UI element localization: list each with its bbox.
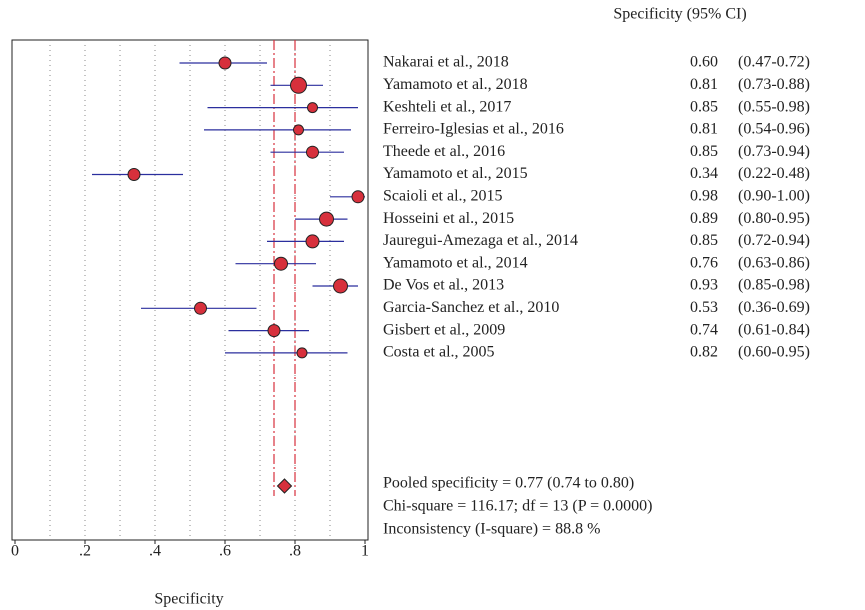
- study-label: Theede et al., 2016: [383, 143, 505, 160]
- study-label: Jauregui-Amezaga et al., 2014: [383, 232, 578, 249]
- ci-label: (0.73-0.94): [738, 143, 810, 160]
- ci-label: (0.55-0.98): [738, 98, 810, 115]
- study-label: Hosseini et al., 2015: [383, 210, 514, 227]
- x-axis-label: Specificity: [154, 591, 223, 608]
- study-marker: [267, 324, 281, 338]
- value-label: 0.34: [690, 165, 718, 182]
- study-label: Yamamoto et al., 2015: [383, 165, 528, 182]
- study-marker: [319, 211, 334, 227]
- x-tick-label: .8: [289, 543, 301, 560]
- ci-label: (0.36-0.69): [738, 299, 810, 316]
- study-label: Yamamoto et al., 2014: [383, 254, 528, 271]
- value-label: 0.81: [690, 121, 718, 138]
- study-marker: [290, 76, 307, 94]
- value-label: 0.98: [690, 187, 718, 204]
- ci-label: (0.60-0.95): [738, 344, 810, 361]
- ci-label: (0.22-0.48): [738, 165, 810, 182]
- study-label: Yamamoto et al., 2018: [383, 76, 528, 93]
- study-marker: [307, 102, 318, 114]
- ci-label: (0.85-0.98): [738, 277, 810, 294]
- ci-label: (0.63-0.86): [738, 254, 810, 271]
- ci-label: (0.47-0.72): [738, 54, 810, 71]
- ci-label: (0.54-0.96): [738, 121, 810, 138]
- study-label: Ferreiro-Iglesias et al., 2016: [383, 121, 564, 138]
- study-marker: [306, 145, 319, 159]
- x-tick-label: .4: [149, 543, 161, 560]
- x-tick-label: 0: [11, 543, 19, 560]
- value-label: 0.60: [690, 54, 718, 71]
- study-label: Nakarai et al., 2018: [383, 54, 509, 71]
- annotation: Chi-square = 116.17; df = 13 (P = 0.0000…: [383, 498, 652, 515]
- study-label: Scaioli et al., 2015: [383, 187, 503, 204]
- value-label: 0.82: [690, 344, 718, 361]
- annotation: Inconsistency (I-square) = 88.8 %: [383, 521, 600, 538]
- value-label: 0.85: [690, 98, 718, 115]
- x-tick-label: 1: [361, 543, 369, 560]
- value-label: 0.81: [690, 76, 718, 93]
- header: Specificity (95% CI): [613, 6, 746, 23]
- study-marker: [351, 190, 365, 204]
- study-label: Costa et al., 2005: [383, 344, 495, 361]
- study-marker: [274, 256, 288, 271]
- study-marker: [127, 168, 141, 181]
- study-label: Gisbert et al., 2009: [383, 321, 505, 338]
- ci-label: (0.73-0.88): [738, 76, 810, 93]
- study-marker: [305, 234, 320, 249]
- x-tick-label: .6: [219, 543, 231, 560]
- study-marker: [293, 124, 304, 136]
- annotation: Pooled specificity = 0.77 (0.74 to 0.80): [383, 475, 634, 492]
- ci-label: (0.80-0.95): [738, 210, 810, 227]
- value-label: 0.74: [690, 321, 718, 338]
- study-marker: [218, 56, 232, 70]
- ci-label: (0.61-0.84): [738, 321, 810, 338]
- pooled-diamond: [276, 478, 293, 494]
- x-tick-label: .2: [79, 543, 91, 560]
- value-label: 0.53: [690, 299, 718, 316]
- study-label: Keshteli et al., 2017: [383, 98, 511, 115]
- study-marker: [296, 347, 308, 359]
- ci-label: (0.90-1.00): [738, 187, 810, 204]
- value-label: 0.85: [690, 232, 718, 249]
- value-label: 0.89: [690, 210, 718, 227]
- study-label: Garcia-Sanchez et al., 2010: [383, 299, 559, 316]
- study-marker: [333, 278, 348, 294]
- study-marker: [194, 301, 207, 315]
- study-label: De Vos et al., 2013: [383, 277, 504, 294]
- value-label: 0.85: [690, 143, 718, 160]
- value-label: 0.93: [690, 277, 718, 294]
- value-label: 0.76: [690, 254, 718, 271]
- ci-label: (0.72-0.94): [738, 232, 810, 249]
